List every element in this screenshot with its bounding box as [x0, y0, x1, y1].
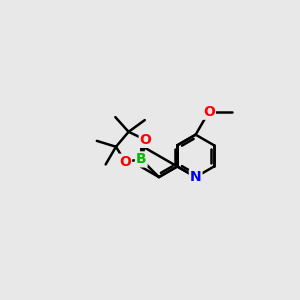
Text: B: B	[136, 152, 146, 167]
Text: N: N	[190, 170, 202, 184]
Text: O: O	[119, 155, 131, 169]
Text: O: O	[203, 105, 215, 119]
Text: O: O	[140, 133, 152, 147]
